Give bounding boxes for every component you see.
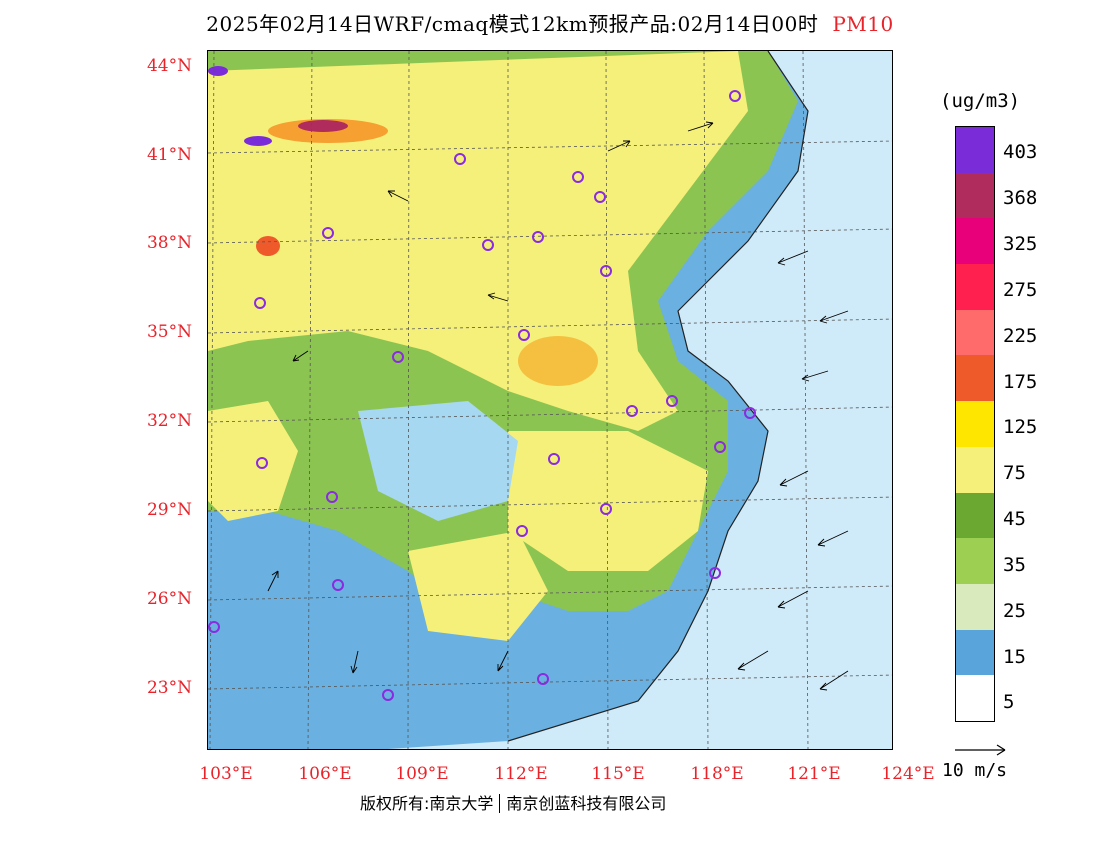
colorbar-swatch	[956, 218, 994, 265]
hotspot-peak	[298, 120, 348, 132]
colorbar-swatch	[956, 264, 994, 310]
colorbar-label: 75	[1003, 462, 1026, 484]
colorbar-label: 368	[1003, 187, 1038, 209]
lat-label-29: 29°N	[146, 500, 192, 520]
colorbar-label: 125	[1003, 416, 1038, 438]
hotspot-west	[256, 236, 280, 256]
colorbar-swatch	[956, 675, 994, 721]
colorbar-swatch	[956, 492, 994, 539]
colorbar-swatch	[956, 401, 994, 447]
colorbar-label: 5	[1003, 691, 1015, 713]
land-yellow-west	[208, 401, 298, 521]
colorbar-label: 225	[1003, 325, 1038, 347]
colorbar-label: 15	[1003, 646, 1026, 668]
colorbar-swatch	[956, 172, 994, 219]
lon-label-112: 112°E	[494, 764, 548, 784]
lon-label-124: 124°E	[881, 764, 935, 784]
lat-label-23: 23°N	[146, 678, 192, 698]
coastline	[507, 51, 809, 742]
wind-vectors	[267, 121, 849, 691]
map-field	[208, 51, 892, 749]
colorbar-swatch	[956, 629, 994, 676]
colorbar-swatch	[956, 583, 994, 630]
chart-title: 2025年02月14日WRF/cmaq模式12km预报产品:02月14日00时 P…	[0, 8, 1100, 37]
colorbar-label: 25	[1003, 600, 1026, 622]
lon-label-115: 115°E	[591, 764, 645, 784]
lon-label-109: 109°E	[395, 764, 449, 784]
lat-label-44: 44°N	[146, 56, 192, 76]
lat-label-41: 41°N	[146, 145, 192, 165]
forecast-map	[207, 50, 893, 750]
copyright: 版权所有:南京大学 南京创蓝科技有限公司	[360, 790, 666, 814]
lon-label-106: 106°E	[298, 764, 352, 784]
hotspot-peak-2	[244, 136, 272, 146]
colorbar-label: 175	[1003, 371, 1038, 393]
colorbar-label: 45	[1003, 508, 1026, 530]
colorbar	[955, 126, 995, 722]
land-yellow-north	[208, 51, 748, 431]
copyright-left: 版权所有:南京大学	[360, 794, 494, 813]
land-yellow-east	[508, 431, 708, 571]
colorbar-swatch	[956, 127, 994, 173]
basin-blue	[358, 401, 518, 521]
lon-label-118: 118°E	[690, 764, 744, 784]
colorbar-label: 35	[1003, 554, 1026, 576]
lat-label-35: 35°N	[146, 322, 192, 342]
title-main: 2025年02月14日WRF/cmaq模式12km预报产品:02月14日00时	[206, 12, 819, 36]
lon-label-103: 103°E	[199, 764, 253, 784]
graticule	[208, 51, 892, 749]
lat-label-38: 38°N	[146, 233, 192, 253]
colorbar-swatch	[956, 538, 994, 584]
colorbar-label: 325	[1003, 233, 1038, 255]
lon-label-121: 121°E	[787, 764, 841, 784]
land-yellow-south	[408, 531, 548, 641]
colorbar-swatch	[956, 355, 994, 402]
hotspot-peak-3	[208, 66, 228, 76]
city-markers	[208, 90, 756, 701]
colorbar-label: 275	[1003, 279, 1038, 301]
colorbar-label: 403	[1003, 141, 1038, 163]
colorbar-swatch	[956, 446, 994, 493]
lat-label-26: 26°N	[146, 589, 192, 609]
colorbar-swatch	[956, 309, 994, 356]
wind-scale-arrow-icon	[955, 744, 1006, 756]
colorbar-unit: (ug/m3)	[940, 90, 1021, 112]
lat-label-32: 32°N	[146, 411, 192, 431]
copyright-right: 南京创蓝科技有限公司	[506, 794, 667, 813]
pollutant-label: PM10	[832, 12, 894, 36]
wind-scale-label: 10 m/s	[942, 760, 1008, 781]
hotspot-central	[518, 336, 598, 386]
